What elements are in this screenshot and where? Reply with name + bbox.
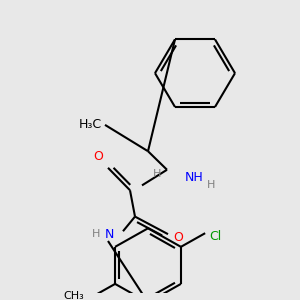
Text: O: O: [173, 231, 183, 244]
Text: CH₃: CH₃: [63, 291, 84, 300]
Text: N: N: [105, 228, 114, 241]
Text: O: O: [93, 150, 103, 163]
Text: H: H: [153, 169, 161, 179]
Text: H: H: [92, 229, 100, 239]
Text: NH: NH: [185, 171, 204, 184]
Text: H₃C: H₃C: [79, 118, 102, 131]
Text: H: H: [207, 180, 215, 190]
Text: Cl: Cl: [209, 230, 221, 243]
